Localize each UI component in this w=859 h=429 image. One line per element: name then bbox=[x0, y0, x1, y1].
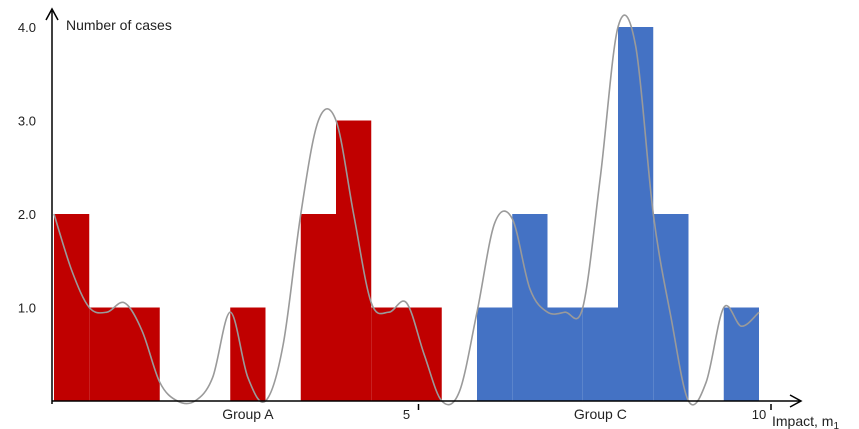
x-axis-title: Impact, m1 bbox=[772, 413, 839, 429]
x-tick-label-5: 5 bbox=[403, 407, 410, 422]
x-axis-arrow bbox=[789, 394, 803, 408]
group-a-bar-5 bbox=[300, 214, 336, 401]
y-tick-label-4.0: 4.0 bbox=[18, 20, 36, 35]
y-axis-title: Number of cases bbox=[66, 17, 172, 33]
group-a-bar-6 bbox=[336, 120, 372, 401]
y-tick-label-3.0: 3.0 bbox=[18, 114, 36, 129]
y-axis-arrow bbox=[45, 7, 59, 21]
group-a-bar-3 bbox=[124, 307, 160, 401]
group-c-bar-1 bbox=[477, 307, 513, 401]
group-labels: Group A Group C bbox=[222, 406, 627, 422]
group-c-bar-5 bbox=[618, 27, 654, 401]
y-tick-labels: 1.0 2.0 3.0 4.0 bbox=[18, 20, 36, 316]
group-c-bar-7 bbox=[723, 307, 759, 401]
y-tick-label-2.0: 2.0 bbox=[18, 207, 36, 222]
bars-layer bbox=[54, 27, 759, 401]
x-axis-title-subscript: 1 bbox=[833, 421, 839, 429]
x-axis-title-text: Impact, m bbox=[772, 413, 833, 429]
group-label-1: Group A bbox=[222, 406, 274, 422]
group-c-bar-4 bbox=[582, 307, 618, 401]
density-curve bbox=[53, 14, 760, 406]
group-a-bar-7 bbox=[371, 307, 407, 401]
group-c-bar-3 bbox=[547, 307, 583, 401]
group-label-2: Group C bbox=[574, 406, 627, 422]
group-c-bar-6 bbox=[653, 214, 689, 401]
group-a-bar-1 bbox=[54, 214, 90, 401]
x-tick-labels: 5 10 bbox=[403, 404, 772, 422]
group-a-bar-2 bbox=[89, 307, 125, 401]
x-tick-label-10: 10 bbox=[752, 407, 766, 422]
y-tick-label-1.0: 1.0 bbox=[18, 301, 36, 316]
